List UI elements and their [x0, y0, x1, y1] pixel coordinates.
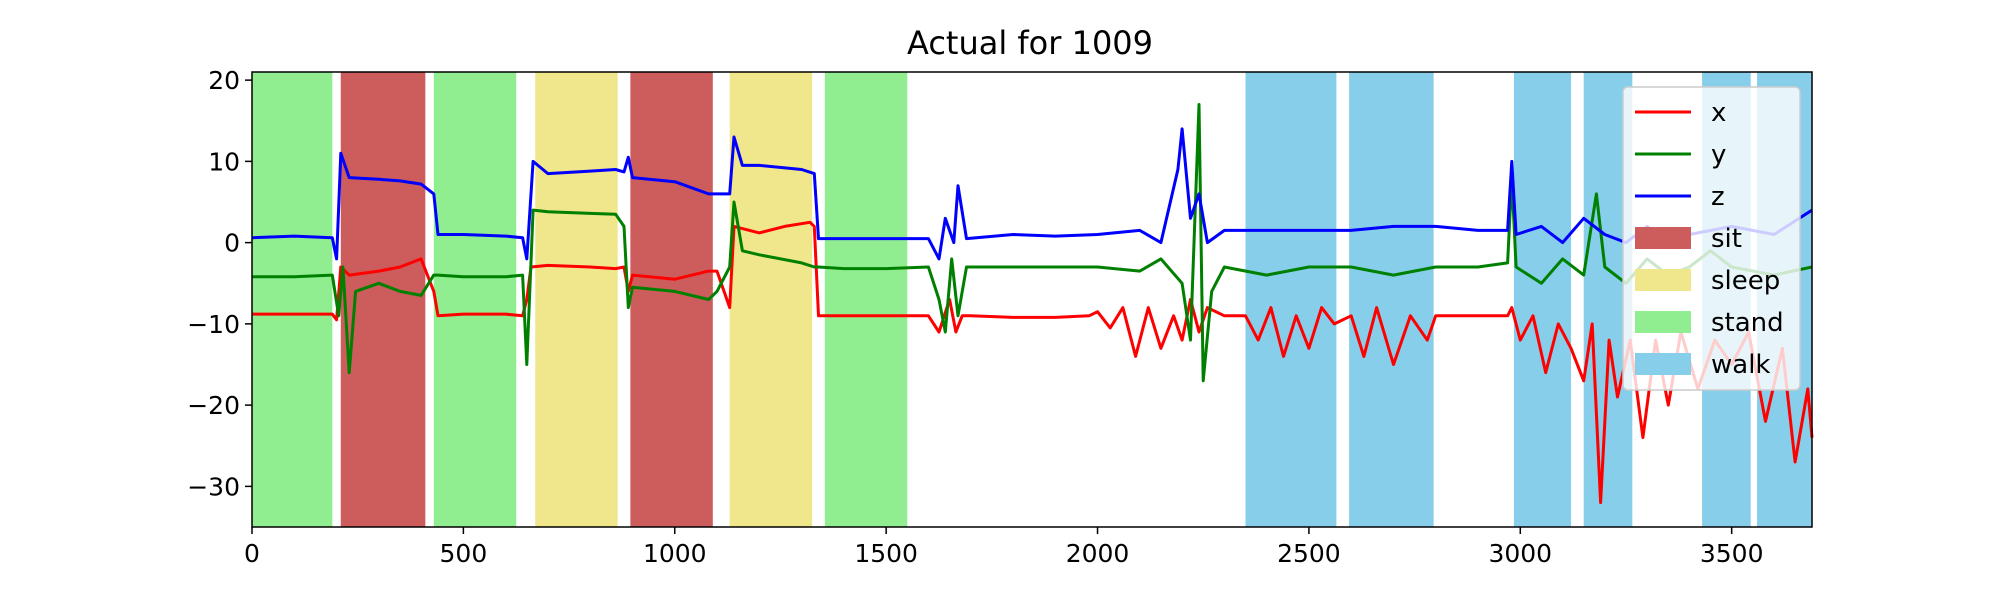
series-line-z	[251, 127, 1813, 261]
x-tick-label: 3000	[1488, 539, 1552, 568]
activity-span-sleep	[729, 72, 813, 527]
activity-span-sleep	[535, 72, 618, 527]
legend-swatch-sleep	[1635, 269, 1691, 291]
activity-spans	[252, 72, 1812, 527]
legend-label-z: z	[1711, 182, 1725, 212]
x-tick-label: 2500	[1277, 539, 1341, 568]
y-tick-label: 0	[224, 229, 240, 258]
x-axis: 0 500 1000 1500 2000 2500 3000 3500	[244, 527, 1763, 568]
x-tick-label: 2000	[1066, 539, 1130, 568]
legend-swatch-sit	[1635, 227, 1691, 249]
x-tick-label: 0	[244, 539, 260, 568]
plot-frame	[251, 71, 1813, 528]
series-line-x	[252, 220, 1814, 505]
y-tick-label: 10	[208, 147, 240, 176]
legend: xyz sit sleep stand walk	[1622, 86, 1801, 391]
activity-span-walk	[1513, 72, 1572, 527]
series-lines	[251, 103, 1814, 505]
legend-label-stand: stand	[1711, 308, 1784, 338]
activity-span-stand	[252, 72, 333, 527]
activity-span-stand	[824, 72, 908, 527]
x-tick-label: 1500	[854, 539, 918, 568]
activity-span-walk	[1245, 72, 1337, 527]
legend-swatch-walk	[1635, 353, 1691, 375]
legend-label-sit: sit	[1711, 224, 1742, 254]
activity-span-walk	[1349, 72, 1434, 527]
legend-label-y: y	[1711, 140, 1726, 170]
legend-swatch-stand	[1635, 311, 1691, 333]
legend-label-x: x	[1711, 98, 1726, 128]
x-tick-label: 3500	[1700, 539, 1764, 568]
y-tick-label: 20	[208, 66, 240, 95]
series-line-y	[252, 103, 1813, 383]
y-tick-label: −30	[187, 472, 240, 501]
x-tick-label: 500	[440, 539, 488, 568]
activity-span-sit	[630, 72, 713, 527]
x-tick-label: 1000	[643, 539, 707, 568]
legend-label-walk: walk	[1711, 350, 1770, 380]
y-tick-label: −20	[187, 391, 240, 420]
chart-title: Actual for 1009	[907, 24, 1153, 62]
y-tick-label: −10	[187, 310, 240, 339]
activity-span-stand	[433, 72, 517, 527]
y-axis: 20 10 0 −10 −20 −30	[187, 66, 252, 501]
legend-label-sleep: sleep	[1711, 266, 1780, 296]
